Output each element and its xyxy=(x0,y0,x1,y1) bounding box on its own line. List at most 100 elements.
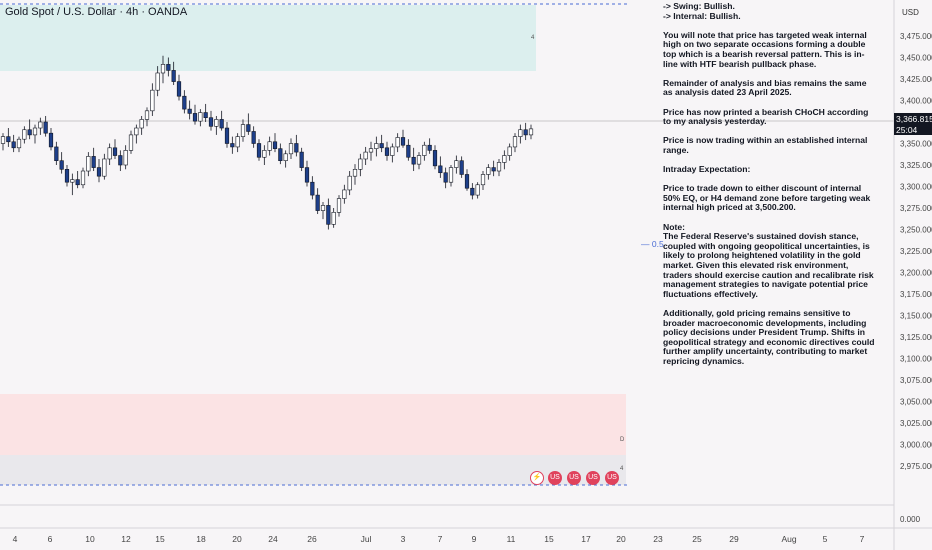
price-tick-label: 3,025.000 xyxy=(900,419,932,428)
demand-zone xyxy=(0,394,626,455)
price-tick-label: 3,475.000 xyxy=(900,32,932,41)
price-tick-label: 3,350.000 xyxy=(900,140,932,149)
currency-label[interactable]: USD xyxy=(902,8,919,17)
supply-zone xyxy=(0,5,536,71)
bearish-candle xyxy=(59,160,64,170)
bullish-candle xyxy=(454,160,459,168)
bullish-candle xyxy=(352,169,358,177)
price-tick-label: 2,975.000 xyxy=(900,462,932,471)
symbol-title[interactable]: Gold Spot / U.S. Dollar · 4h · OANDA xyxy=(5,6,188,18)
bearish-candle xyxy=(491,167,496,172)
bearish-candle xyxy=(379,143,384,149)
price-scale: 3,475.0003,450.0003,425.0003,400.0003,37… xyxy=(900,32,932,471)
bearish-candle xyxy=(443,172,448,183)
bullish-candle xyxy=(342,189,347,199)
note-paragraph: -> Swing: Bullish. -> Internal: Bullish. xyxy=(663,1,741,21)
bearish-candle xyxy=(304,167,310,183)
bearish-candle xyxy=(251,131,256,144)
time-tick-label: 20 xyxy=(232,534,242,544)
lightning-event-icon[interactable]: ⚡ xyxy=(530,471,544,485)
bullish-candle xyxy=(267,141,272,151)
bullish-candle xyxy=(395,137,400,148)
bearish-candle xyxy=(326,205,331,225)
bullish-candle xyxy=(144,110,150,120)
price-tick-label: 3,100.000 xyxy=(900,355,932,364)
time-tick-label: Jul xyxy=(361,534,372,544)
candles-group xyxy=(0,55,534,230)
time-tick-label: 3 xyxy=(401,534,406,544)
bearish-candle xyxy=(203,112,208,119)
price-tick-label: 3,400.000 xyxy=(900,97,932,106)
bullish-candle xyxy=(139,119,144,129)
bullish-candle xyxy=(102,158,107,177)
us-flag-event-icon[interactable]: US xyxy=(605,471,619,485)
bullish-candle xyxy=(336,198,342,213)
bullish-candle xyxy=(235,136,240,148)
bullish-candle xyxy=(70,179,75,183)
bearish-candle xyxy=(112,147,118,156)
us-flag-event-icon[interactable]: US xyxy=(586,471,600,485)
bullish-candle xyxy=(134,127,139,136)
bullish-candle xyxy=(368,148,374,153)
time-tick-label: 29 xyxy=(729,534,739,544)
bearish-candle xyxy=(459,160,464,175)
note-paragraph: Price has now printed a bearish CHoCH ac… xyxy=(663,106,869,127)
bearish-candle xyxy=(75,179,80,186)
price-tick-label: 3,300.000 xyxy=(900,183,932,192)
bearish-candle xyxy=(192,113,198,122)
time-tick-label: 24 xyxy=(268,534,278,544)
bearish-candle xyxy=(118,155,123,166)
bullish-candle xyxy=(16,138,22,149)
time-tick-label: 10 xyxy=(85,534,95,544)
bullish-candle xyxy=(331,212,336,225)
time-tick-label: 17 xyxy=(581,534,591,544)
price-tick-label: 3,125.000 xyxy=(900,333,932,342)
zone-marker-upper: 4 xyxy=(531,35,535,41)
time-tick-label: 18 xyxy=(196,534,206,544)
us-flag-event-icon[interactable]: US xyxy=(567,471,581,485)
bullish-candle xyxy=(160,64,166,74)
bearish-candle xyxy=(384,147,390,156)
bullish-candle xyxy=(347,175,352,191)
bearish-candle xyxy=(272,141,278,149)
bullish-candle xyxy=(22,129,27,140)
time-tick-label: 26 xyxy=(307,534,317,544)
bullish-candle xyxy=(80,170,86,186)
bullish-candle xyxy=(512,136,518,148)
bearish-candle xyxy=(400,137,406,146)
time-tick-label: 5 xyxy=(823,534,828,544)
bullish-candle xyxy=(128,134,134,151)
bullish-candle xyxy=(214,119,219,127)
bullish-candle xyxy=(502,155,507,163)
price-tick-label: 3,450.000 xyxy=(900,54,932,63)
bearish-candle xyxy=(224,127,230,144)
time-tick-label: 20 xyxy=(616,534,626,544)
note-paragraph: You will note that price has targeted we… xyxy=(663,29,867,69)
time-tick-label: 15 xyxy=(155,534,165,544)
price-tick-label: 3,325.000 xyxy=(900,161,932,170)
bullish-candle xyxy=(448,167,454,183)
us-flag-event-icon[interactable]: US xyxy=(548,471,562,485)
bearish-candle xyxy=(27,129,32,136)
bullish-candle xyxy=(496,162,502,172)
time-tick-label: 7 xyxy=(860,534,865,544)
bearish-candle xyxy=(64,169,70,183)
bullish-candle xyxy=(422,144,427,156)
bearish-candle xyxy=(246,124,251,132)
bearish-candle xyxy=(406,144,411,158)
bullish-candle xyxy=(480,174,486,186)
bearish-candle xyxy=(470,187,475,196)
time-tick-label: 6 xyxy=(48,534,53,544)
bearish-candle xyxy=(91,156,96,168)
bearish-candle xyxy=(6,136,11,143)
analysis-notes: -> Swing: Bullish. -> Internal: Bullish. Y… xyxy=(663,1,878,376)
bearish-candle xyxy=(171,70,176,82)
bullish-candle xyxy=(358,158,363,170)
time-tick-label: 9 xyxy=(472,534,477,544)
bullish-candle xyxy=(38,121,43,129)
bearish-candle xyxy=(464,174,470,189)
time-tick-label: 25 xyxy=(692,534,702,544)
bearish-candle xyxy=(43,121,48,134)
price-tick-label: 3,250.000 xyxy=(900,226,932,235)
